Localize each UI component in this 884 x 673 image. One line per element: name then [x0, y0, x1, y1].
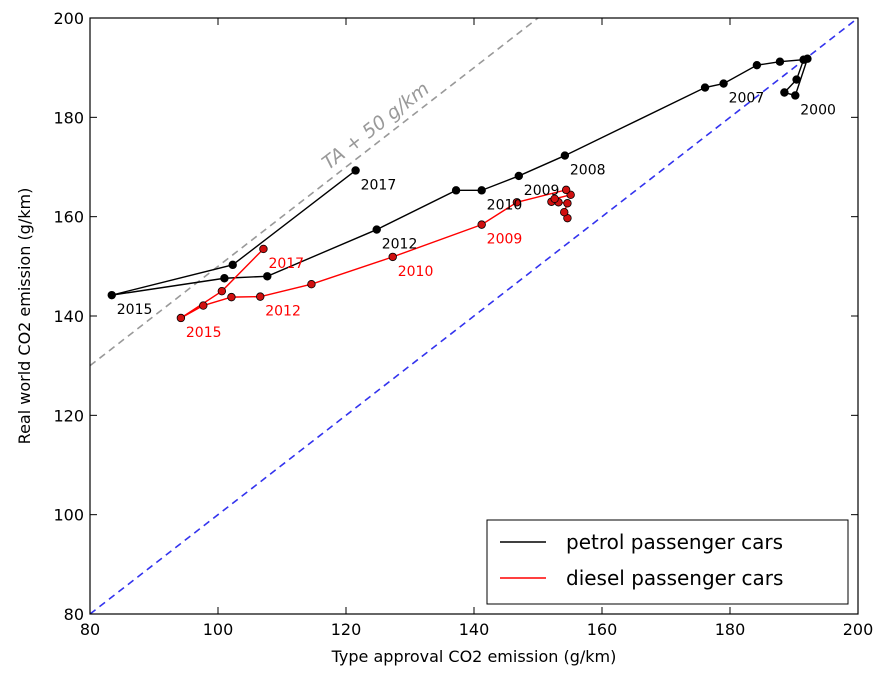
y-axis-title: Real world CO2 emission (g/km) — [15, 188, 34, 445]
x-tick-label: 80 — [80, 620, 100, 639]
diesel-year-label: 2009 — [487, 232, 523, 248]
petrol-data-point — [372, 225, 381, 234]
parity-reference-line — [90, 18, 858, 614]
diesel-data-point — [512, 198, 522, 207]
diesel-data-point — [199, 301, 208, 310]
diesel-year-label: 2012 — [265, 304, 301, 320]
petrol-year-label: 2010 — [487, 197, 523, 213]
petrol-data-point — [220, 274, 229, 283]
x-tick-label: 100 — [203, 620, 234, 639]
y-tick-label: 200 — [53, 9, 84, 28]
x-tick-label: 200 — [843, 620, 874, 639]
petrol-series-line — [111, 58, 809, 296]
diesel-data-point — [550, 194, 559, 203]
petrol-data-point — [477, 186, 486, 195]
petrol-data-point — [719, 79, 728, 88]
reference-line-annotation: TA + 50 g/km — [318, 78, 433, 174]
legend-label-diesel: diesel passenger cars — [566, 566, 783, 590]
diesel-data-point — [388, 252, 397, 262]
axis-ticks: 80 100 120 140 160 180 200 80 100 120 140 160 180 200 — [53, 9, 873, 639]
petrol-year-label: 2009 — [524, 183, 560, 199]
x-tick-label: 120 — [331, 620, 362, 639]
x-axis-title: Type approval CO2 emission (g/km) — [331, 647, 617, 666]
diesel-data-point — [561, 185, 571, 195]
petrol-year-label: 2017 — [361, 177, 397, 193]
diesel-data-point — [259, 244, 268, 254]
legend-label-petrol: petrol passenger cars — [566, 530, 783, 554]
point-labels: TA + 50 g/km 2000200720082009201020122015… — [117, 78, 836, 341]
diesel-data-point — [217, 286, 227, 296]
x-tick-label: 140 — [459, 620, 490, 639]
diesel-year-label: 2015 — [186, 325, 222, 341]
petrol-data-point — [799, 55, 808, 64]
petrol-year-label: 2008 — [570, 163, 606, 179]
petrol-data-point — [700, 83, 710, 92]
diesel-year-label: 2017 — [268, 256, 304, 272]
reference-lines — [90, 18, 858, 614]
diesel-data-point — [307, 280, 316, 289]
x-tick-label: 180 — [715, 620, 746, 639]
y-tick-label: 120 — [53, 406, 84, 425]
diesel-data-point — [477, 220, 486, 229]
y-tick-label: 160 — [53, 208, 84, 227]
petrol-data-point — [107, 290, 116, 300]
petrol-data-point — [560, 151, 570, 160]
petrol-data-point — [451, 186, 461, 195]
petrol-year-label: 2012 — [382, 237, 418, 253]
petrol-data-point — [263, 272, 272, 281]
y-tick-label: 100 — [53, 506, 84, 525]
legend: petrol passenger cars diesel passenger c… — [486, 519, 849, 605]
diesel-data-point — [560, 207, 569, 217]
y-tick-label: 140 — [53, 307, 84, 326]
legend-box — [486, 519, 849, 605]
y-tick-label: 180 — [53, 108, 84, 127]
x-tick-label: 160 — [587, 620, 618, 639]
petrol-data-point — [228, 260, 237, 270]
diesel-data-point — [256, 292, 265, 301]
petrol-year-label: 2007 — [729, 91, 765, 107]
petrol-data-point — [752, 60, 762, 70]
petrol-data-point — [351, 166, 360, 175]
petrol-data-point — [514, 171, 523, 181]
diesel-data-point — [563, 199, 572, 208]
petrol-data-point — [780, 88, 789, 97]
diesel-data-point — [176, 313, 186, 323]
ta-plus-50-reference-line — [90, 18, 540, 367]
series-layer — [107, 54, 812, 323]
petrol-data-point — [791, 91, 800, 100]
petrol-year-label: 2015 — [117, 302, 153, 318]
y-tick-label: 80 — [64, 605, 84, 624]
petrol-year-label: 2000 — [800, 102, 836, 118]
petrol-data-point — [792, 75, 801, 84]
diesel-year-label: 2010 — [398, 264, 434, 280]
diesel-data-point — [227, 292, 236, 302]
petrol-data-point — [775, 57, 785, 66]
